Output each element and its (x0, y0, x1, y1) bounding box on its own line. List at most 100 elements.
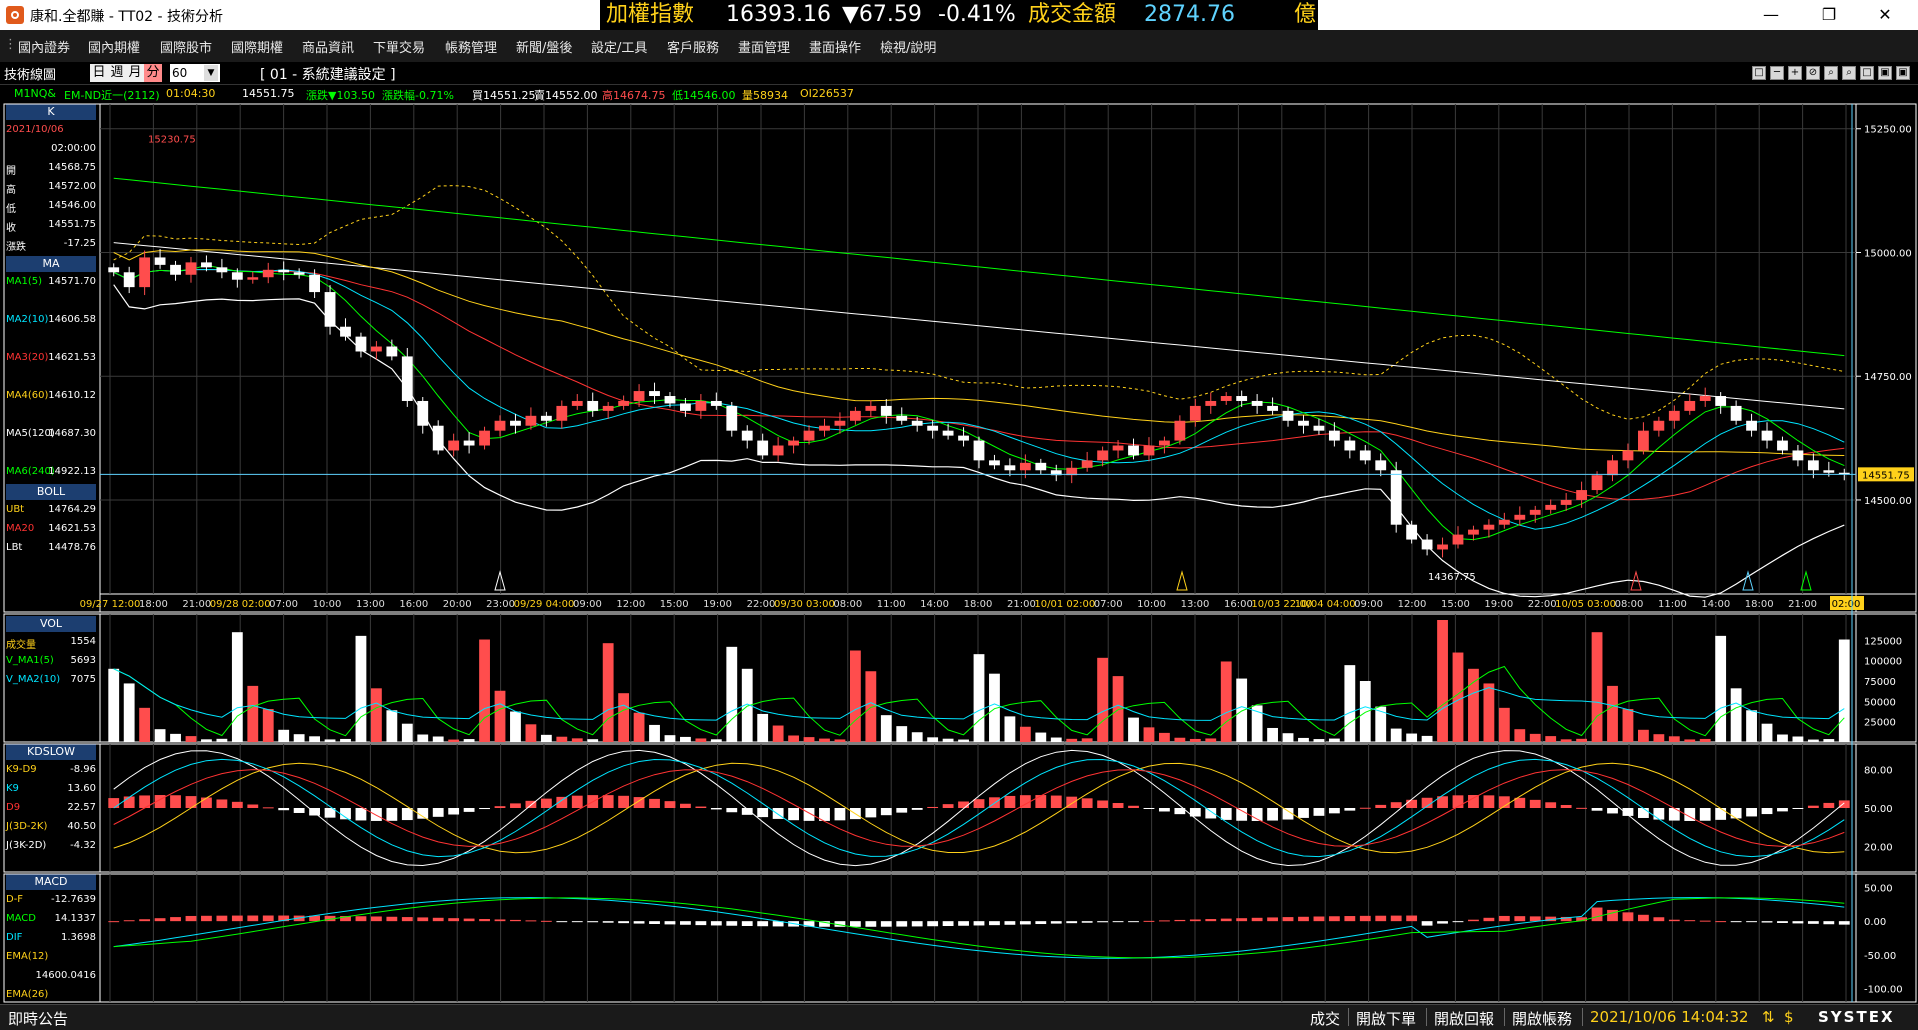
system-setting-label[interactable]: [ 01 - 系統建議設定 ] (260, 67, 396, 83)
candle-body (216, 267, 228, 273)
menu-view-help[interactable]: 檢視/說明 (880, 41, 937, 56)
candle-body (587, 400, 599, 411)
candle-body (680, 403, 691, 411)
kd-histogram-bar (1591, 808, 1603, 811)
volume-bar (1514, 729, 1526, 742)
time-tick-label: 22:00 (747, 599, 776, 610)
volume-bar (1298, 737, 1309, 742)
kd-histogram-bar (1282, 808, 1294, 820)
close-button[interactable]: ✕ (1878, 5, 1892, 24)
candle-body (1328, 430, 1340, 441)
candle-body (185, 262, 197, 275)
menu-news[interactable]: 新聞/盤後 (516, 41, 573, 56)
time-tick-label: 12:00 (1398, 599, 1427, 610)
volume-bar (602, 643, 614, 742)
signal-triangle-icon (1742, 570, 1754, 591)
open-report-button[interactable]: 開啟回報 (1434, 1010, 1495, 1028)
magnify-icon[interactable]: ⌕ (1842, 66, 1856, 80)
volume-bar (1468, 668, 1479, 742)
menu-customer-service[interactable]: 客戶服務 (667, 41, 720, 56)
volume-bar (1838, 639, 1850, 742)
zoom-in-icon[interactable]: + (1788, 66, 1802, 80)
macd-histogram-bar (556, 921, 568, 923)
menu-intl-futures[interactable]: 國際期權 (231, 41, 284, 56)
candle-body (401, 356, 413, 401)
macd-panel-frame (3, 873, 1917, 1003)
layout-icon[interactable]: □ (1752, 66, 1766, 80)
save-icon[interactable]: ▣ (1878, 66, 1892, 80)
menu-product-info[interactable]: 商品資訊 (302, 41, 355, 56)
kd-histogram-bar (680, 803, 691, 808)
kd-label: J(3D-2K) (6, 821, 48, 832)
candle-body (1313, 425, 1325, 431)
macd-histogram-bar (927, 921, 939, 927)
kd-histogram-bar (432, 808, 444, 817)
quote-symbol: M1NQ& (14, 87, 56, 100)
restore-button[interactable]: ❐ (1821, 5, 1837, 24)
volume-bar (1019, 726, 1031, 742)
candle-body (865, 405, 877, 411)
menu-settings-tools[interactable]: 設定/工具 (591, 41, 648, 56)
period-day-button[interactable]: 日 (90, 64, 108, 82)
menu-domestic-futures[interactable]: 國內期權 (88, 41, 141, 56)
candle-body (1267, 405, 1278, 411)
candle-body (340, 326, 351, 337)
menu-intl-stocks[interactable]: 國際股市 (160, 41, 213, 56)
volume-bar (123, 683, 135, 742)
boll-panel-header: BOLL (6, 484, 96, 500)
kd-histogram-bar (618, 795, 630, 808)
quote-time: 01:04:30 (166, 87, 216, 100)
trades-button[interactable]: 成交 (1310, 1010, 1341, 1028)
search-icon[interactable]: ⌕ (1824, 66, 1838, 80)
volume-bar (1607, 685, 1618, 742)
period-week-button[interactable]: 週 (108, 64, 126, 82)
kd-histogram-bar (556, 796, 568, 808)
open-order-button[interactable]: 開啟下單 (1356, 1010, 1417, 1028)
kd-histogram-bar (1668, 808, 1680, 821)
candle-body (649, 391, 660, 397)
time-tick-label: 16:00 (399, 599, 428, 610)
menu-screen-ops[interactable]: 畫面操作 (809, 41, 862, 56)
price-tick-label: 15000.00 (1864, 248, 1912, 259)
macd-histogram-bar (710, 921, 722, 926)
chevron-down-icon[interactable]: ▼ (204, 65, 218, 81)
ma-value: 14922.13 (48, 466, 96, 477)
volume-bar (479, 639, 490, 742)
menu-screen-mgmt[interactable]: 畫面管理 (738, 41, 791, 56)
zoom-out-icon[interactable]: ─ (1770, 66, 1784, 80)
candle-body (710, 400, 722, 406)
macd-histogram-bar (942, 921, 954, 927)
menu-order-trading[interactable]: 下單交易 (373, 41, 426, 56)
notice-button[interactable]: 即時公告 (8, 1010, 69, 1028)
menu-domestic-securities[interactable]: 國內證券 (18, 41, 71, 56)
price-panel-frame (3, 103, 1917, 613)
macd-histogram-bar (448, 918, 460, 922)
open-account-button[interactable]: 開啟帳務 (1512, 1010, 1573, 1028)
time-tick-label: 11:00 (1658, 599, 1687, 610)
volume-bar (1452, 652, 1464, 742)
volume-bar (1143, 727, 1155, 742)
volume-bar (1174, 737, 1186, 742)
print-icon[interactable]: ▣ (1896, 66, 1910, 80)
period-month-button[interactable]: 月 (126, 64, 144, 82)
quote-line: M1NQ& EM-ND近一(2112) 01:04:30 14551.75 漲跌… (0, 84, 1918, 102)
time-label-highlight (1830, 596, 1864, 610)
time-tick-label: 09/27 12:00 (80, 599, 141, 610)
window-icon[interactable]: □ (1860, 66, 1874, 80)
volume-bar (1622, 709, 1634, 742)
minimize-button[interactable]: — (1763, 5, 1779, 24)
menu-account-mgmt[interactable]: 帳務管理 (445, 41, 498, 56)
kd-label: J(3K-2D) (6, 840, 47, 851)
vol-ma1-line (113, 665, 1845, 737)
candle-body (803, 430, 815, 441)
macd-histogram-bar (1653, 917, 1665, 922)
period-minute-button[interactable]: 分 (144, 64, 162, 82)
macd-histogram-bar (463, 918, 475, 922)
macd-histogram-bar (757, 921, 769, 927)
volume-bar (262, 709, 274, 742)
reset-icon[interactable]: ⊘ (1806, 66, 1820, 80)
macd-histogram-bar (958, 921, 969, 926)
boll-value: 14764.29 (48, 504, 96, 515)
kd-histogram-bar (788, 808, 799, 821)
